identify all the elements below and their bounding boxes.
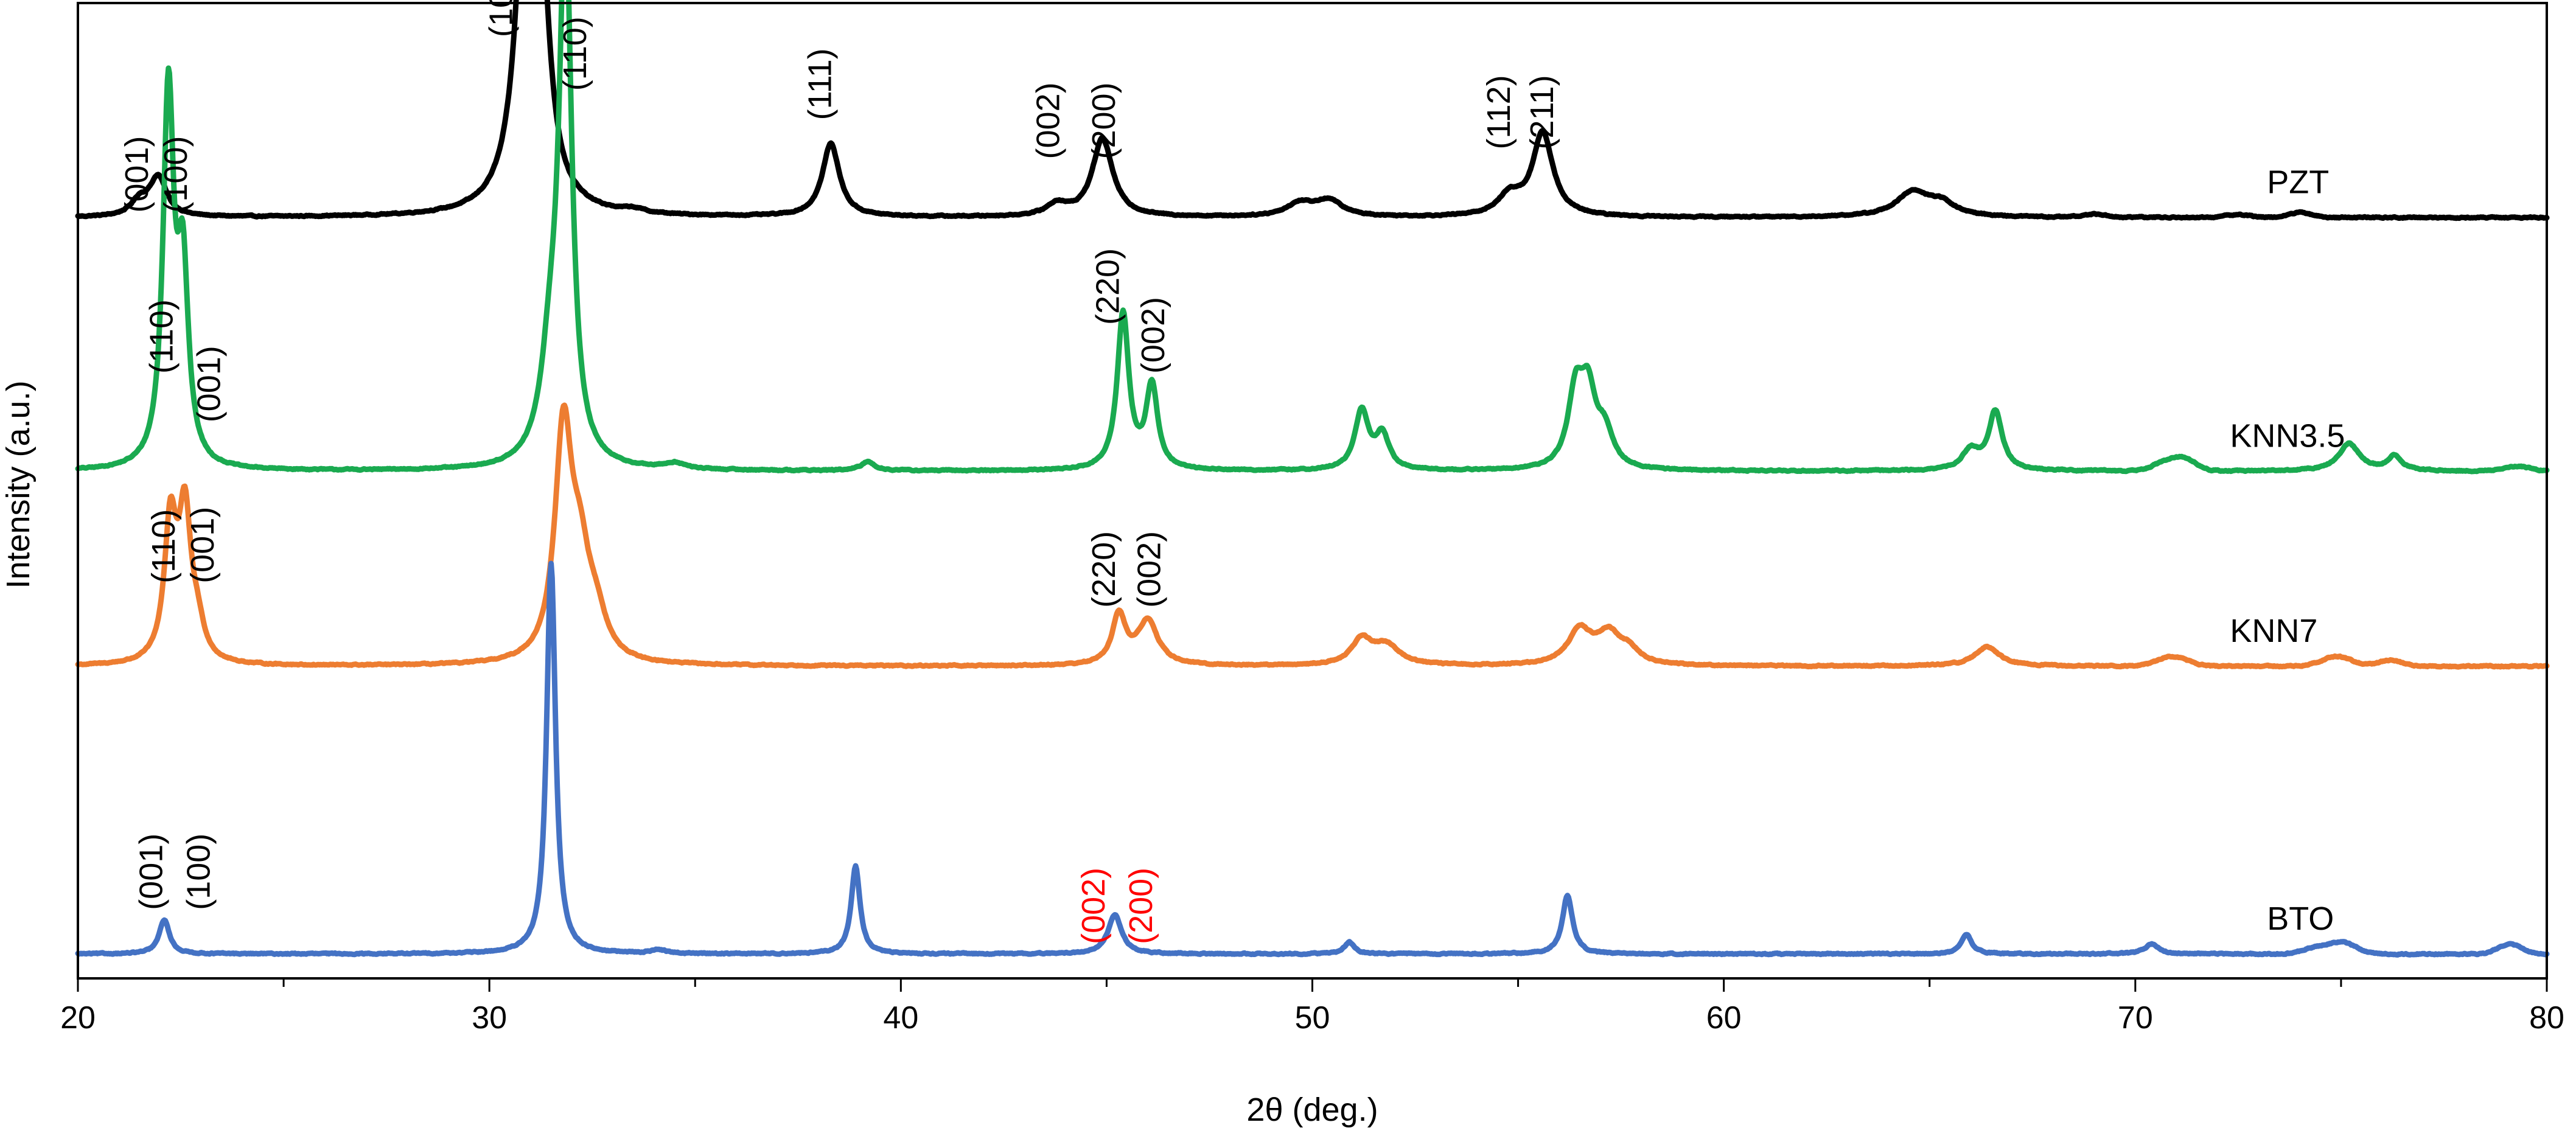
peak-index-label: (002): [1075, 868, 1112, 944]
peak-index-label: (200): [1086, 82, 1122, 159]
x-tick-label: 20: [60, 1000, 96, 1036]
peak-index-label: (110): [557, 16, 593, 91]
series-line-pzt: [75, 0, 2550, 221]
axes-layer: 20 30 40 50 60 70 80: [60, 2, 2564, 1036]
series-label: PZT: [2267, 164, 2329, 201]
peak-index-label: (100): [180, 834, 217, 910]
peak-index-label: (001): [190, 346, 227, 422]
series-layer: PZT KNN3.5 KNN7 BTO: [75, 0, 2550, 958]
x-tick-label: 40: [883, 1000, 918, 1036]
peak-index-label: (220): [1090, 248, 1126, 325]
y-axis-title: Intensity (a.u.): [0, 380, 37, 588]
peak-index-label: (001): [119, 136, 155, 213]
peak-index-label: (002): [1135, 297, 1171, 374]
series-line-bto: [75, 560, 2550, 958]
x-axis-title: 2θ (deg.): [1246, 1092, 1378, 1128]
x-axis-ticks: 20 30 40 50 60 70 80: [60, 978, 2564, 1036]
peak-index-label: (001): [184, 507, 221, 583]
series-line-knn7: [75, 402, 2550, 670]
peak-index-label: (101): [483, 0, 519, 37]
peak-index-label: (110): [144, 299, 180, 374]
peak-index-label: (002): [1131, 531, 1167, 608]
x-tick-label: 30: [472, 1000, 507, 1036]
peak-index-label: (112): [1481, 75, 1517, 149]
peak-index-label: (001): [133, 834, 170, 910]
annotation-layer: (001)(100)(101)(110)(111)(002)(200)(112)…: [119, 0, 1560, 944]
x-tick-label: 80: [2529, 1000, 2564, 1036]
peak-index-label: (200): [1123, 868, 1159, 944]
peak-index-label: (220): [1086, 531, 1122, 608]
peak-index-label: (110): [145, 509, 182, 583]
peak-index-label: (111): [801, 48, 838, 120]
peak-index-label: (100): [158, 136, 194, 213]
series-line-knn3-5: [75, 0, 2550, 475]
peak-index-label: (002): [1030, 82, 1067, 159]
series-label: KNN7: [2230, 613, 2317, 649]
x-tick-label: 60: [1706, 1000, 1742, 1036]
x-tick-label: 70: [2118, 1000, 2153, 1036]
series-label: KNN3.5: [2230, 417, 2345, 454]
series-label: BTO: [2267, 900, 2334, 937]
peak-index-label: (211): [1524, 75, 1560, 149]
x-tick-label: 50: [1295, 1000, 1330, 1036]
